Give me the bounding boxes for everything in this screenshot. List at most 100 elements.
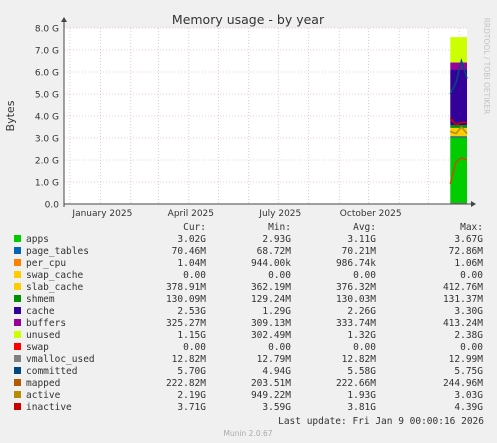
legend-avg-mapped: 222.66M <box>336 378 376 389</box>
legend-min-vmalloc-used: 12.79M <box>257 354 292 365</box>
x-tick-label: October 2025 <box>340 209 402 219</box>
legend-max-cache: 3.30G <box>454 306 483 317</box>
stacked-areas <box>450 37 467 204</box>
legend-label-slab-cache: slab_cache <box>26 282 83 293</box>
legend-avg-cache: 2.26G <box>347 306 376 317</box>
munin-version: Munin 2.0.67 <box>223 429 272 438</box>
legend-cur-per-cpu: 1.04M <box>177 258 206 269</box>
legend-cur-inactive: 3.71G <box>177 402 206 413</box>
legend-label-buffers: buffers <box>26 318 66 329</box>
legend-avg-vmalloc-used: 12.82M <box>342 354 377 365</box>
legend-avg-unused: 1.32G <box>347 330 376 341</box>
legend-cur-apps: 3.02G <box>177 234 206 245</box>
legend-label-apps: apps <box>26 234 49 245</box>
y-tick-label: 8.0 G <box>35 25 59 35</box>
legend-min-unused: 302.49M <box>251 330 291 341</box>
legend-max-mapped: 244.96M <box>443 378 483 389</box>
legend-max-active: 3.03G <box>454 390 483 401</box>
legend-swatch-per-cpu <box>14 259 21 266</box>
legend-label-page-tables: page_tables <box>26 246 89 257</box>
legend-min-per-cpu: 944.00k <box>251 258 291 269</box>
legend-swatch-committed <box>14 367 21 374</box>
legend: Cur: Min: Avg: Max: apps 3.02G 2.93G 3.11G 3.67G… <box>14 222 483 413</box>
area-shmem <box>450 125 467 128</box>
legend-swatch-unused <box>14 331 21 338</box>
legend-swatch-swap <box>14 343 21 350</box>
x-tick-label: April 2025 <box>168 209 214 219</box>
legend-header-cur: Cur: <box>183 222 206 233</box>
legend-swatch-buffers <box>14 319 21 326</box>
area-unused <box>450 37 467 63</box>
chart-title: Memory usage - by year <box>172 12 325 27</box>
legend-min-inactive: 3.59G <box>262 402 291 413</box>
legend-cur-vmalloc-used: 12.82M <box>172 354 207 365</box>
y-tick-label: 4.0 G <box>35 113 59 123</box>
legend-swatch-shmem <box>14 295 21 302</box>
legend-swatch-active <box>14 391 21 398</box>
legend-min-committed: 4.94G <box>262 366 291 377</box>
legend-avg-shmem: 130.03M <box>336 294 376 305</box>
legend-min-shmem: 129.24M <box>251 294 291 305</box>
legend-label-committed: committed <box>26 366 77 377</box>
legend-avg-committed: 5.58G <box>347 366 376 377</box>
legend-min-slab-cache: 362.19M <box>251 282 291 293</box>
legend-header-avg: Avg: <box>353 222 376 233</box>
area-cache <box>450 69 467 126</box>
y-tick-label: 3.0 G <box>35 135 59 145</box>
legend-cur-cache: 2.53G <box>177 306 206 317</box>
legend-label-shmem: shmem <box>26 294 55 305</box>
legend-max-slab-cache: 412.76M <box>443 282 483 293</box>
legend-cur-active: 2.19G <box>177 390 206 401</box>
legend-cur-page-tables: 70.46M <box>172 246 207 257</box>
legend-swatch-page-tables <box>14 247 21 254</box>
legend-label-per-cpu: per_cpu <box>26 258 66 269</box>
x-tick-label: January 2025 <box>71 209 132 219</box>
legend-cur-swap-cache: 0.00 <box>183 270 206 281</box>
legend-label-vmalloc-used: vmalloc_used <box>26 354 95 365</box>
line-active <box>450 125 468 135</box>
y-tick-label: 0.0 <box>45 201 60 211</box>
legend-label-swap-cache: swap_cache <box>26 270 83 281</box>
legend-label-inactive: inactive <box>26 402 72 413</box>
legend-avg-swap-cache: 0.00 <box>353 270 376 281</box>
rrdtool-watermark: RRDTOOL / TOBI OETIKER <box>482 18 491 115</box>
legend-swatch-inactive <box>14 403 21 410</box>
legend-avg-active: 1.93G <box>347 390 376 401</box>
legend-max-committed: 5.75G <box>454 366 483 377</box>
legend-min-cache: 1.29G <box>262 306 291 317</box>
legend-cur-swap: 0.00 <box>183 342 206 353</box>
legend-label-swap: swap <box>26 342 49 353</box>
legend-swatch-cache <box>14 307 21 314</box>
y-tick-label: 6.0 G <box>35 69 59 79</box>
legend-avg-swap: 0.00 <box>353 342 376 353</box>
legend-cur-slab-cache: 378.91M <box>166 282 206 293</box>
legend-min-swap: 0.00 <box>268 342 291 353</box>
y-tick-label: 2.0 G <box>35 157 59 167</box>
legend-avg-inactive: 3.81G <box>347 402 376 413</box>
legend-avg-apps: 3.11G <box>347 234 376 245</box>
legend-swatch-mapped <box>14 379 21 386</box>
area-slab-cache <box>450 127 467 137</box>
line-inactive <box>449 117 467 126</box>
x-axis-arrow <box>471 201 476 207</box>
y-tick-label: 1.0 G <box>35 179 59 189</box>
legend-label-mapped: mapped <box>26 378 60 389</box>
legend-header-max: Max: <box>460 222 483 233</box>
y-tick-label: 7.0 G <box>35 47 59 57</box>
x-tick-label: July 2025 <box>258 209 301 219</box>
y-axis-arrow <box>61 17 67 22</box>
legend-min-page-tables: 68.72M <box>257 246 292 257</box>
legend-min-apps: 2.93G <box>262 234 291 245</box>
legend-max-inactive: 4.39G <box>454 402 483 413</box>
legend-max-per-cpu: 1.06M <box>454 258 483 269</box>
area-apps <box>450 137 467 204</box>
legend-max-unused: 2.38G <box>454 330 483 341</box>
line-committed <box>449 58 468 95</box>
y-tick-label: 5.0 G <box>35 91 59 101</box>
legend-avg-page-tables: 70.21M <box>342 246 377 257</box>
legend-avg-buffers: 333.74M <box>336 318 376 329</box>
legend-avg-slab-cache: 376.32M <box>336 282 376 293</box>
legend-max-apps: 3.67G <box>454 234 483 245</box>
legend-swatch-vmalloc-used <box>14 355 21 362</box>
